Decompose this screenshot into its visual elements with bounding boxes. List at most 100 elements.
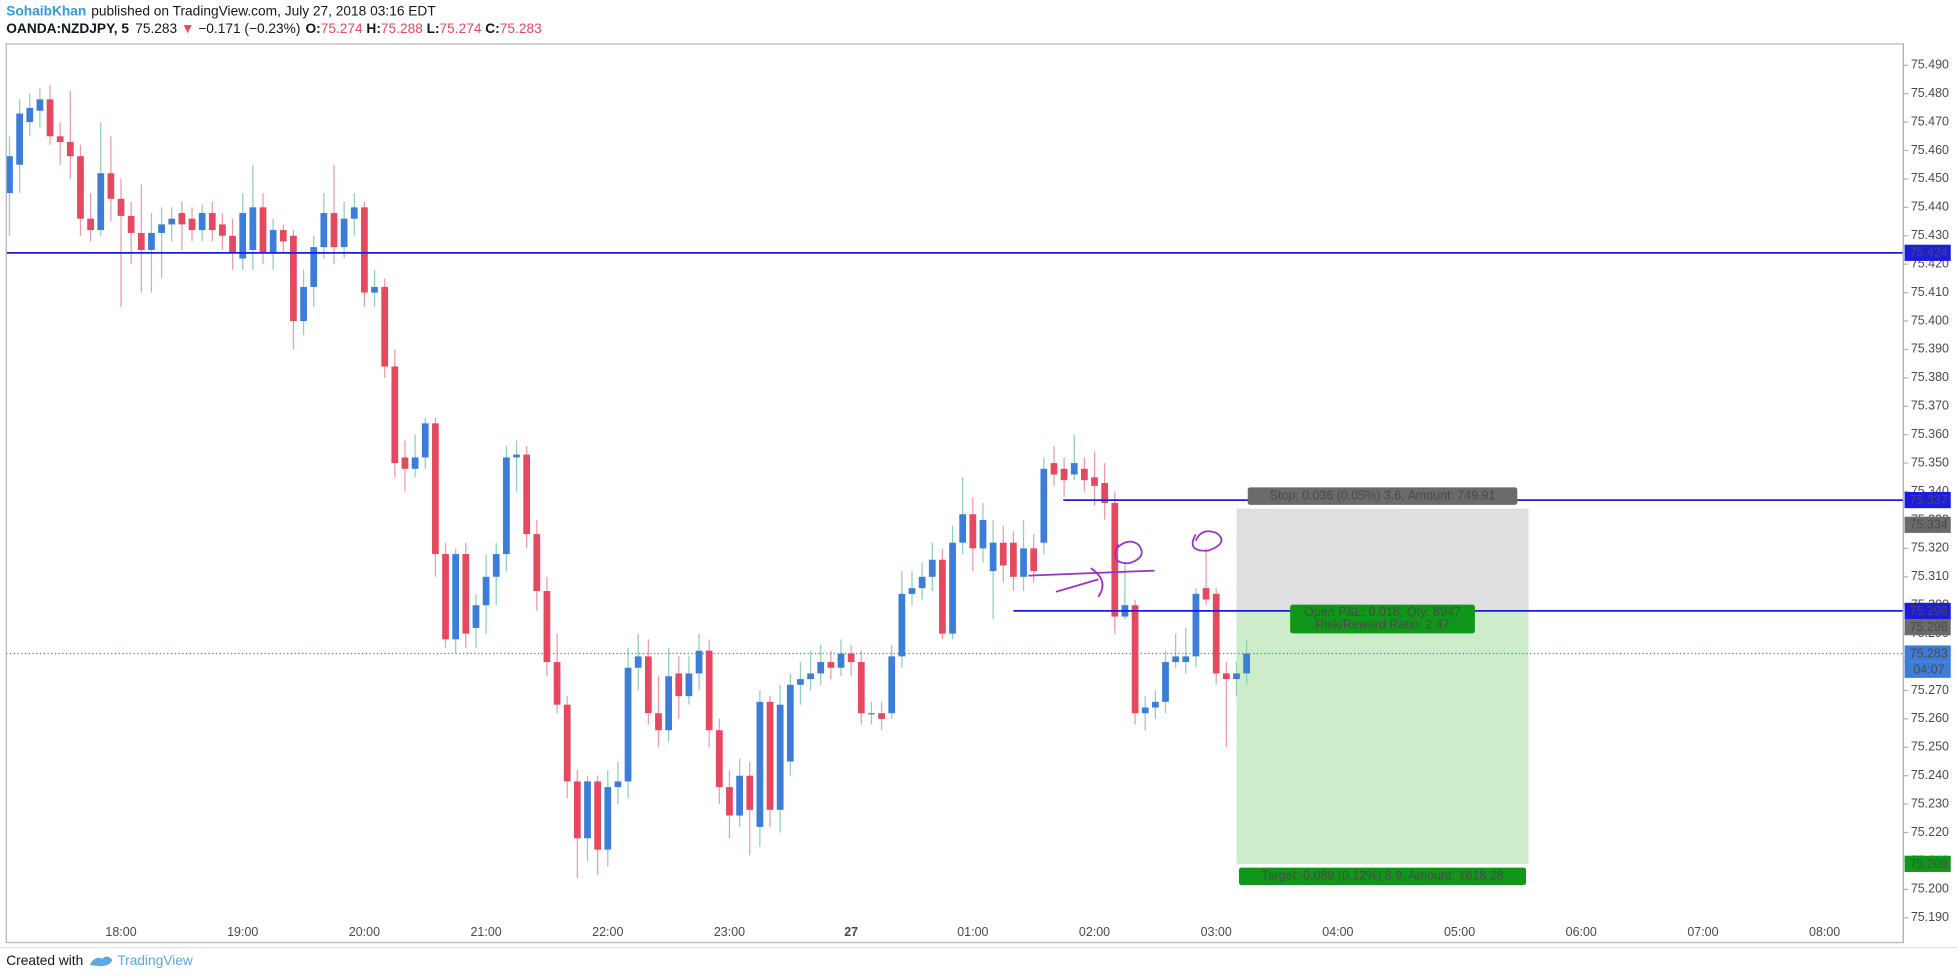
candle-body xyxy=(1222,673,1230,680)
candle-body xyxy=(503,457,510,555)
candle-body xyxy=(949,542,956,634)
candle-body xyxy=(624,667,632,782)
drawings xyxy=(1028,530,1223,598)
candle-body xyxy=(259,207,267,253)
candle-body xyxy=(117,198,125,216)
candle-body xyxy=(107,173,115,199)
ohlc-value: 75.288 xyxy=(381,21,423,36)
x-tick-label: 05:00 xyxy=(1444,925,1475,939)
candle-body xyxy=(158,224,165,233)
y-tick-label: 75.200 xyxy=(1911,882,1949,896)
price-tag: 75.337 xyxy=(1910,493,1948,507)
candle-body xyxy=(310,247,318,287)
candle-body xyxy=(614,781,622,788)
candle-body xyxy=(219,224,226,236)
x-tick-label: 18:00 xyxy=(105,925,136,939)
candle-body xyxy=(999,542,1007,566)
candle-body xyxy=(837,653,845,668)
candle-body xyxy=(1243,653,1251,674)
candle-body xyxy=(421,423,429,458)
y-tick-label: 75.270 xyxy=(1911,683,1949,697)
drawing xyxy=(1090,567,1104,598)
candle-body xyxy=(685,673,693,697)
candle-body xyxy=(756,701,764,827)
candle-body xyxy=(1020,548,1027,577)
candle-body xyxy=(249,207,257,250)
drawing xyxy=(1114,540,1143,565)
candle-body xyxy=(675,673,683,697)
stop-label-box xyxy=(1247,487,1518,505)
candle-body xyxy=(26,107,34,123)
y-tick-label: 75.320 xyxy=(1911,541,1949,555)
candle-body xyxy=(1030,548,1038,572)
price-tag-box xyxy=(1904,855,1951,872)
candle-body xyxy=(644,656,652,714)
x-tick-label: 27 xyxy=(844,925,858,939)
overlay: Stop: 0.036 (0.05%) 3.6, Amount: 749.91 O… xyxy=(6,251,1904,886)
candle-body xyxy=(137,232,145,250)
candle-body xyxy=(350,207,358,219)
y-tick-label: 75.380 xyxy=(1911,370,1949,384)
candle-body xyxy=(878,713,885,719)
candle-body xyxy=(188,218,196,231)
y-tick-label: 75.230 xyxy=(1911,796,1949,810)
x-tick-label: 02:00 xyxy=(1079,925,1110,939)
candle-body xyxy=(279,230,287,242)
candle-body xyxy=(776,704,784,810)
price-tag: 75.334 xyxy=(1910,518,1948,532)
candle-body xyxy=(604,787,612,850)
pnl-box xyxy=(1290,604,1475,634)
symbol-line: OANDA:NZDJPY, 5 75.283 ▼ −0.171 (−0.23%) O:7… xyxy=(6,21,542,36)
candles xyxy=(6,85,1251,879)
y-tick-label: 75.190 xyxy=(1911,910,1949,924)
candle-body xyxy=(340,218,348,248)
y-tick-label: 75.250 xyxy=(1911,740,1949,754)
countdown-box xyxy=(1904,661,1951,678)
candle-body xyxy=(391,366,399,464)
candle-body xyxy=(442,554,449,640)
candle-body xyxy=(1010,542,1017,577)
candle-body xyxy=(655,713,662,731)
symbol: OANDA:NZDJPY, 5 xyxy=(6,21,129,36)
candle-body xyxy=(401,457,409,469)
rr-label: Risk/Reward Ratio: 2.47 xyxy=(1315,618,1450,632)
candle-body xyxy=(786,684,794,762)
candle-body xyxy=(898,593,906,657)
candle-body xyxy=(330,213,338,248)
candle-body xyxy=(208,213,216,231)
candle-body xyxy=(1182,656,1190,663)
y-tick-label: 75.260 xyxy=(1911,711,1949,725)
candle-body xyxy=(1050,463,1058,475)
price-tag: 75.209 xyxy=(1910,857,1948,871)
candle-body xyxy=(371,286,378,293)
x-tick-label: 07:00 xyxy=(1687,925,1718,939)
change: −0.171 (−0.23%) xyxy=(198,21,300,36)
candle-body xyxy=(462,554,470,634)
candle-body xyxy=(888,656,896,714)
ohlc-label: L: xyxy=(427,21,440,36)
y-tick-label: 75.440 xyxy=(1911,200,1949,214)
candle-body xyxy=(797,679,804,685)
candle-body xyxy=(320,213,328,248)
price-tag-box xyxy=(1904,491,1951,509)
candle-body xyxy=(959,514,967,543)
price-tag: 75.424 xyxy=(1910,246,1948,260)
position-zones xyxy=(1236,508,1529,864)
candle-body xyxy=(827,662,835,668)
candle-body xyxy=(1162,662,1169,702)
y-tick-label: 75.450 xyxy=(1911,171,1949,185)
y-tick-label: 75.370 xyxy=(1911,399,1949,413)
candle-body xyxy=(563,704,571,782)
candle-body xyxy=(857,662,865,714)
candle-body xyxy=(695,650,703,674)
candle-body xyxy=(766,701,774,810)
x-tick-label: 08:00 xyxy=(1809,925,1840,939)
target-label-box xyxy=(1238,867,1527,886)
candle-body xyxy=(573,781,581,839)
candle-body xyxy=(736,775,743,816)
footer-created: Created with xyxy=(6,953,83,968)
x-tick-label: 06:00 xyxy=(1566,925,1597,939)
candle-body xyxy=(178,213,186,225)
candle-body xyxy=(918,576,926,589)
price-tag-box xyxy=(1904,645,1951,662)
